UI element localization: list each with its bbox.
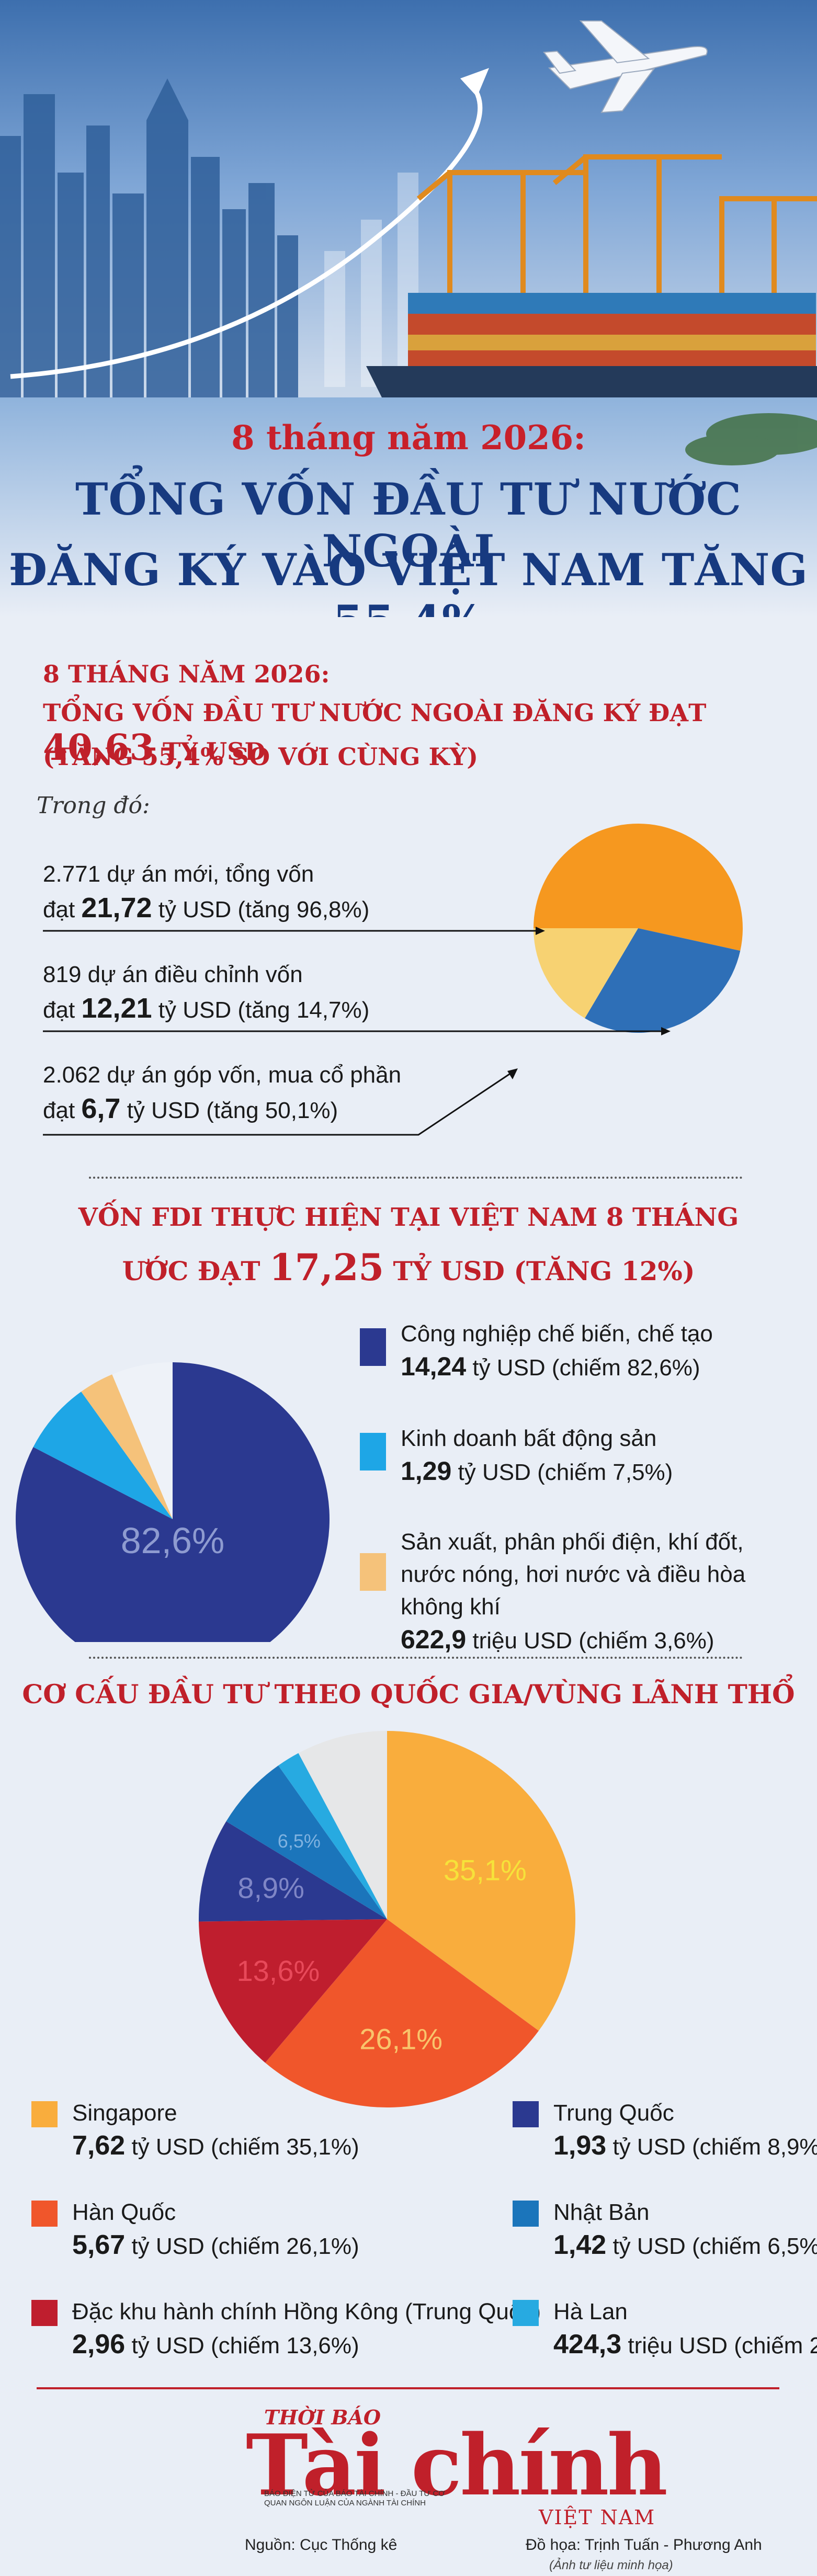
section2-heading: VỐN FDI THỰC HIỆN TẠI VIỆT NAM 8 THÁNG <box>78 1203 739 1232</box>
pie-data-label: 26,1% <box>359 2022 442 2055</box>
total-value: 40,63 <box>43 727 154 769</box>
hero-title-line1: TỔNG VỐN ĐẦU TƯ NƯỚC NGOÀI <box>75 473 742 577</box>
pie-data-label: 82,6% <box>121 1520 224 1561</box>
pie-slice <box>199 1919 387 2063</box>
pie-slice <box>298 1731 387 1919</box>
fdi-value: 17,25 <box>269 1246 384 1289</box>
section1-total: TỔNG VỐN ĐẦU TƯ NƯỚC NGOÀI ĐĂNG KÝ ĐẠT 4… <box>43 699 707 769</box>
pie-data-label: 35,1% <box>444 1853 527 1886</box>
legend-swatch <box>513 2101 539 2127</box>
leader-line-contribution <box>43 1071 513 1136</box>
pie-slice <box>387 1731 575 2031</box>
fdi-disbursed-pie-chart: 82,6% <box>16 1362 330 1642</box>
list-item-capital-contribution: 2.062 dự án góp vốn, mua cổ phần đạt 6,7… <box>43 1062 402 1124</box>
pie-data-label: 13,6% <box>236 1954 320 1987</box>
brand-suffix: VIỆT NAM <box>539 2506 656 2529</box>
arrowhead-icon <box>661 1027 671 1035</box>
source-note: Nguồn: Cục Thống kê <box>245 2536 398 2554</box>
airplane-icon <box>543 20 708 113</box>
leader-lines <box>43 930 664 1136</box>
divider <box>89 1657 743 1659</box>
legend-swatch <box>513 2300 539 2326</box>
legend-item-manufacturing: Công nghiệp chế biến, chế tạo 14,24 tỷ US… <box>360 1318 810 1396</box>
section1-growth: (TĂNG 55,4% SO VỚI CÙNG KỲ) <box>43 743 479 771</box>
brand-tagline: BÁO ĐIỆN TỬ CỦA BÁO TÀI CHÍNH - ĐẦU TƯ C… <box>264 2489 446 2507</box>
registered-capital-pie-chart <box>43 824 743 1136</box>
legend-item-korea: Hàn Quốc 5,67 tỷ USD (chiếm 26,1%) <box>31 2196 429 2264</box>
list-item-adjusted-projects: 819 dự án điều chỉnh vốn đạt 12,21 tỷ US… <box>43 962 370 1024</box>
brand-logo: Tài chính <box>246 2416 668 2514</box>
hero-banner: 8 tháng năm 2026: TỔNG VỐN ĐẦU TƯ NƯỚC N… <box>0 0 817 617</box>
legend-swatch <box>360 1433 386 1471</box>
list-item-new-projects: 2.771 dự án mới, tổng vốn đạt 21,72 tỷ U… <box>43 861 370 924</box>
pie-slice <box>16 1362 330 1642</box>
hero-illustration <box>0 20 817 617</box>
arrowhead-icon <box>536 927 545 935</box>
pie-slice <box>585 928 741 1033</box>
pie-slice <box>33 1392 173 1519</box>
legend-item-japan: Nhật Bản 1,42 tỷ USD (chiếm 6,5%) <box>513 2196 817 2264</box>
legend-swatch <box>513 2201 539 2227</box>
in-which-label: Trong đó: <box>37 792 150 819</box>
pie-slice <box>534 824 743 951</box>
legend-item-hong-kong: Đặc khu hành chính Hồng Kông (Trung Quốc… <box>31 2296 541 2364</box>
arrowhead-icon <box>507 1068 518 1079</box>
photo-credit-note: (Ảnh tư liệu minh họa) <box>549 2558 673 2572</box>
legend-item-electricity: Sản xuất, phân phối điện, khí đốt, nước n… <box>360 1526 810 1654</box>
legend-item-real-estate: Kinh doanh bất động sản 1,29 tỷ USD (chiế… <box>360 1422 810 1501</box>
pie-slice <box>278 1753 387 1919</box>
pie-slice <box>265 1919 539 2107</box>
legend-swatch <box>31 2201 58 2227</box>
footer-divider <box>37 2387 779 2389</box>
growth-arrow-icon <box>10 82 483 379</box>
legend-swatch <box>31 2101 58 2127</box>
pie-slice <box>534 928 638 1019</box>
pie-slice <box>226 1765 387 1919</box>
skyline-icon <box>0 78 298 397</box>
section3-heading: CƠ CẤU ĐẦU TƯ THEO QUỐC GIA/VÙNG LÃNH TH… <box>22 1679 795 1709</box>
graphic-credit: Đồ họa: Trịnh Tuấn - Phương Anh <box>526 2536 762 2554</box>
divider <box>89 1177 743 1179</box>
legend-swatch <box>360 1328 386 1366</box>
legend-swatch <box>31 2300 58 2326</box>
section1-heading: 8 THÁNG NĂM 2026: <box>43 660 330 688</box>
legend-swatch <box>360 1553 386 1591</box>
legend-item-singapore: Singapore 7,62 tỷ USD (chiếm 35,1%) <box>31 2097 429 2165</box>
pie-slice <box>112 1362 173 1519</box>
section2-total: ƯỚC ĐẠT 17,25 TỶ USD (TĂNG 12%) <box>122 1246 695 1289</box>
legend-item-china: Trung Quốc 1,93 tỷ USD (chiếm 8,9%) <box>513 2097 817 2165</box>
pie-slice <box>199 1821 387 1922</box>
country-structure-pie-chart: 35,1% 26,1% 13,6% 8,9% 6,5% <box>199 1731 575 2107</box>
brand-prefix: THỜI BÁO <box>264 2406 381 2429</box>
hero-subtitle: 8 tháng năm 2026: <box>231 418 586 458</box>
pie-data-label: 6,5% <box>278 1830 321 1852</box>
pie-slice <box>81 1374 173 1519</box>
pie-data-label: 8,9% <box>237 1871 304 1904</box>
hero-title-line2: ĐĂNG KÝ VÀO VIỆT NAM TĂNG 55,4% <box>8 544 809 617</box>
